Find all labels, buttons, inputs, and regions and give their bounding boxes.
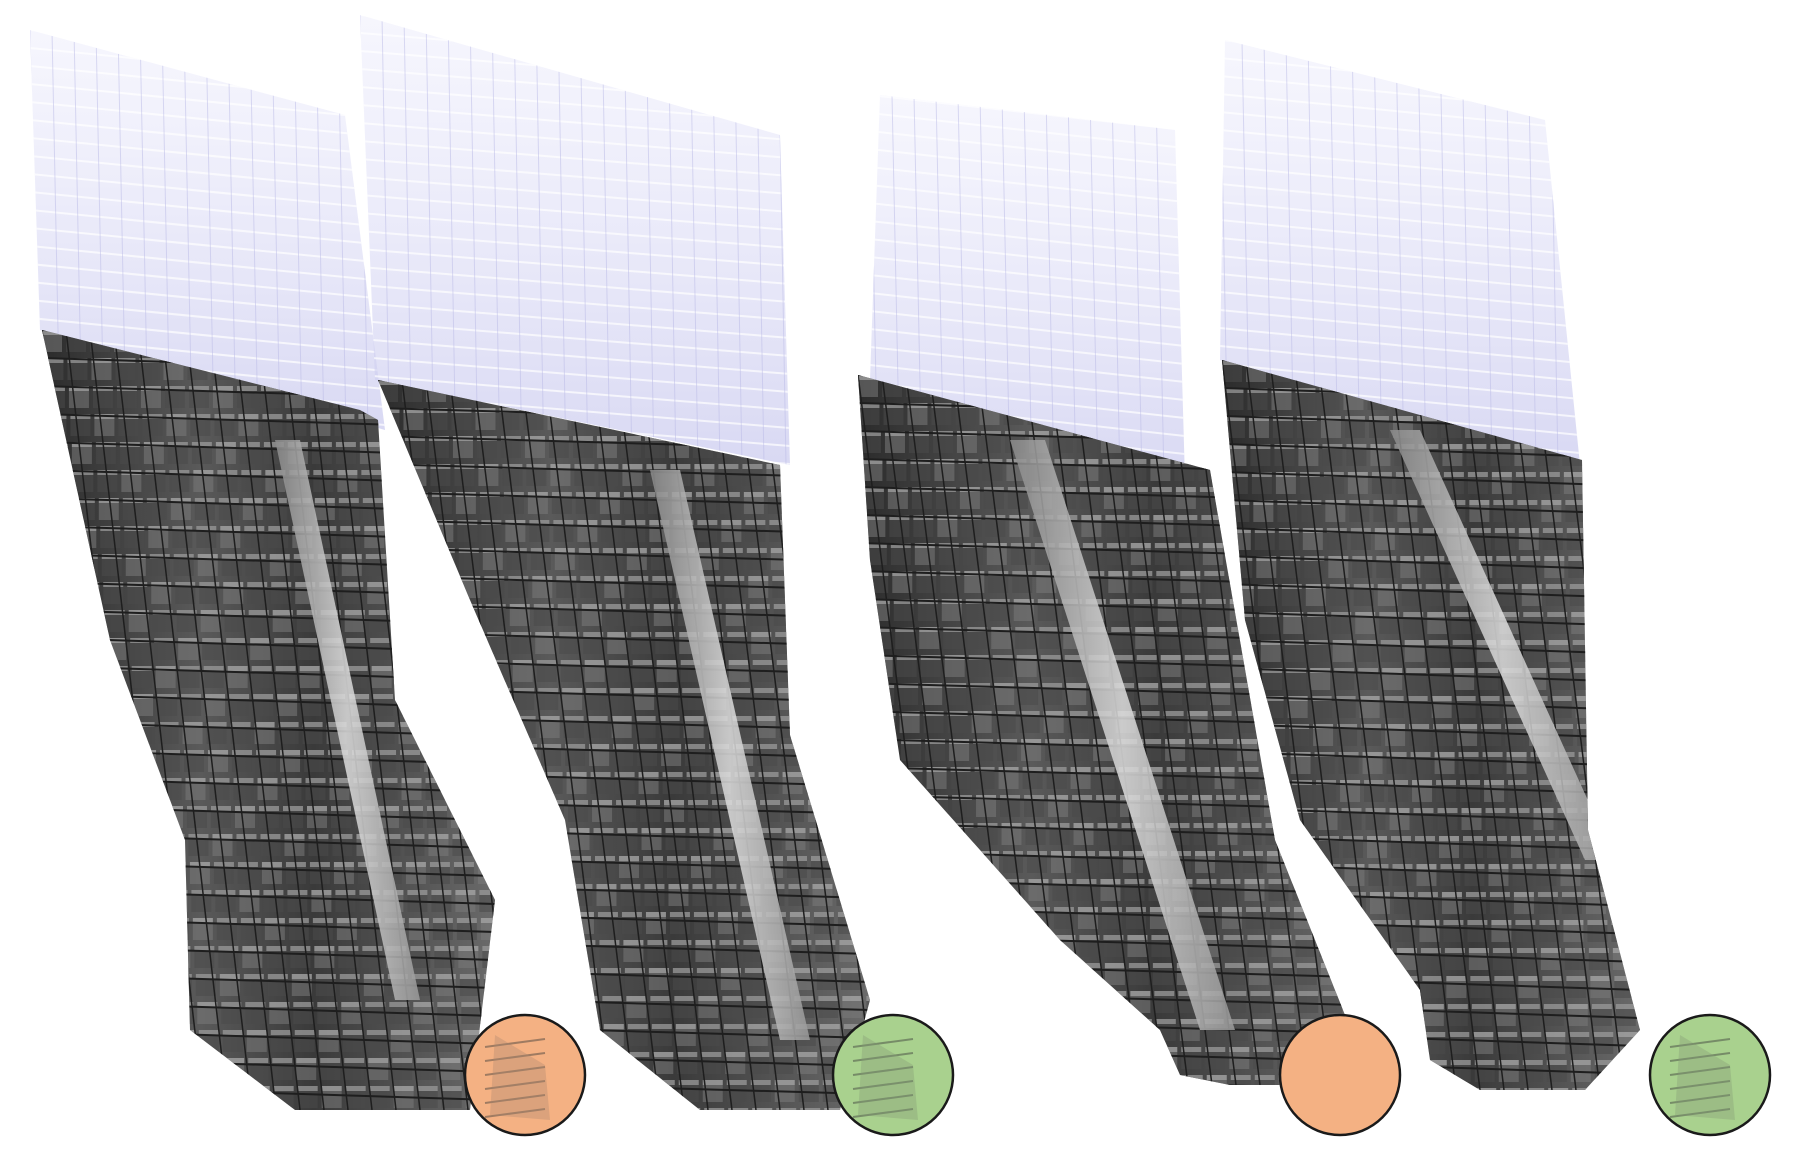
shear-band: [275, 440, 420, 1000]
status-marker-orange: [1278, 1013, 1402, 1137]
shear-band: [650, 470, 810, 1040]
status-marker-orange: [463, 1013, 587, 1137]
marker-mesh-detail: [852, 1035, 918, 1120]
shear-band: [1390, 430, 1615, 860]
status-marker-green: [1648, 1013, 1772, 1137]
status-marker-green: [831, 1013, 955, 1137]
shear-band: [1010, 440, 1235, 1030]
marker-mesh-detail: [484, 1035, 550, 1120]
ghost-slab: [360, 15, 790, 465]
marker-mesh-detail: [1669, 1035, 1735, 1120]
